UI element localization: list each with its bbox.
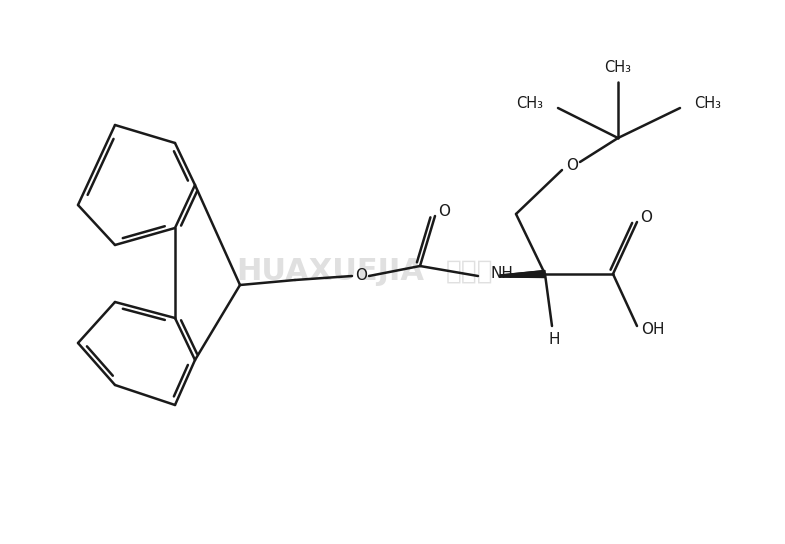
Text: CH₃: CH₃ [604,59,631,75]
Text: NH: NH [490,267,513,281]
Text: CH₃: CH₃ [517,96,543,110]
Text: H: H [548,331,560,347]
Text: HUAXUEJIA: HUAXUEJIA [236,257,424,287]
Text: O: O [640,211,652,226]
Text: O: O [566,158,578,172]
Text: O: O [355,269,367,283]
Text: 化学加: 化学加 [446,259,494,285]
Polygon shape [500,270,545,277]
Text: O: O [438,205,450,219]
Text: CH₃: CH₃ [695,96,721,110]
Text: OH: OH [641,323,665,337]
